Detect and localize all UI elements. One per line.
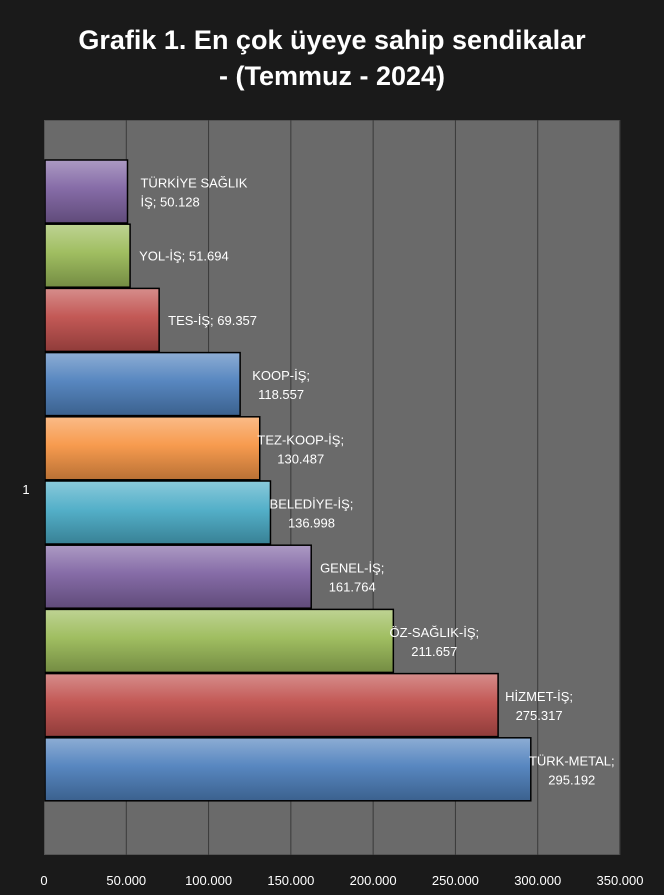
bar xyxy=(44,351,241,417)
x-tick-label: 50.000 xyxy=(106,873,146,888)
data-label: TES-İŞ; 69.357 xyxy=(168,313,257,328)
x-tick-label: 150.000 xyxy=(267,873,314,888)
data-label: TEZ-KOOP-İŞ; xyxy=(257,432,344,447)
data-label: KOOP-İŞ; xyxy=(252,368,310,383)
x-tick-label: 0 xyxy=(40,873,47,888)
data-label: 161.764 xyxy=(329,580,376,595)
data-label: 118.557 xyxy=(258,387,304,402)
bar xyxy=(44,287,160,353)
x-tick-label: 300.000 xyxy=(514,873,561,888)
bar xyxy=(44,608,395,674)
bar xyxy=(44,544,312,609)
bar xyxy=(44,672,499,738)
x-tick-label: 200.000 xyxy=(350,873,397,888)
data-label: BELEDİYE-İŞ; xyxy=(270,497,354,512)
chart-title-line-2: - (Temmuz - 2024) xyxy=(218,61,446,91)
x-tick-label: 250.000 xyxy=(432,873,479,888)
bar xyxy=(44,737,532,802)
bar xyxy=(44,416,261,481)
bar xyxy=(44,480,272,545)
data-label: GENEL-İŞ; xyxy=(320,561,384,576)
bar xyxy=(44,223,131,288)
data-label: YOL-İŞ; 51.694 xyxy=(139,249,229,264)
x-tick-label: 100.000 xyxy=(185,873,232,888)
data-label: TÜRKİYE SAĞLIK xyxy=(140,176,247,191)
data-label: HİZMET-İŞ; xyxy=(505,689,573,704)
chart-title-line-1: Grafik 1. En çok üyeye sahip sendikalar xyxy=(78,25,586,55)
data-label: 275.317 xyxy=(516,708,563,723)
data-label: İŞ; 50.128 xyxy=(140,195,199,210)
data-label: 211.657 xyxy=(411,644,457,659)
data-label: 136.998 xyxy=(288,516,335,531)
data-label: ÖZ-SAĞLIK-İŞ; xyxy=(390,625,480,640)
data-label: 295.192 xyxy=(548,772,595,787)
chart-title: Grafik 1. En çok üyeye sahip sendikalar … xyxy=(0,22,664,94)
data-label: TÜRK-METAL; xyxy=(529,753,615,768)
x-tick-label: 350.000 xyxy=(597,873,644,888)
data-label: 130.487 xyxy=(277,451,324,466)
bar xyxy=(44,159,129,224)
y-category-label: 1 xyxy=(22,482,29,497)
